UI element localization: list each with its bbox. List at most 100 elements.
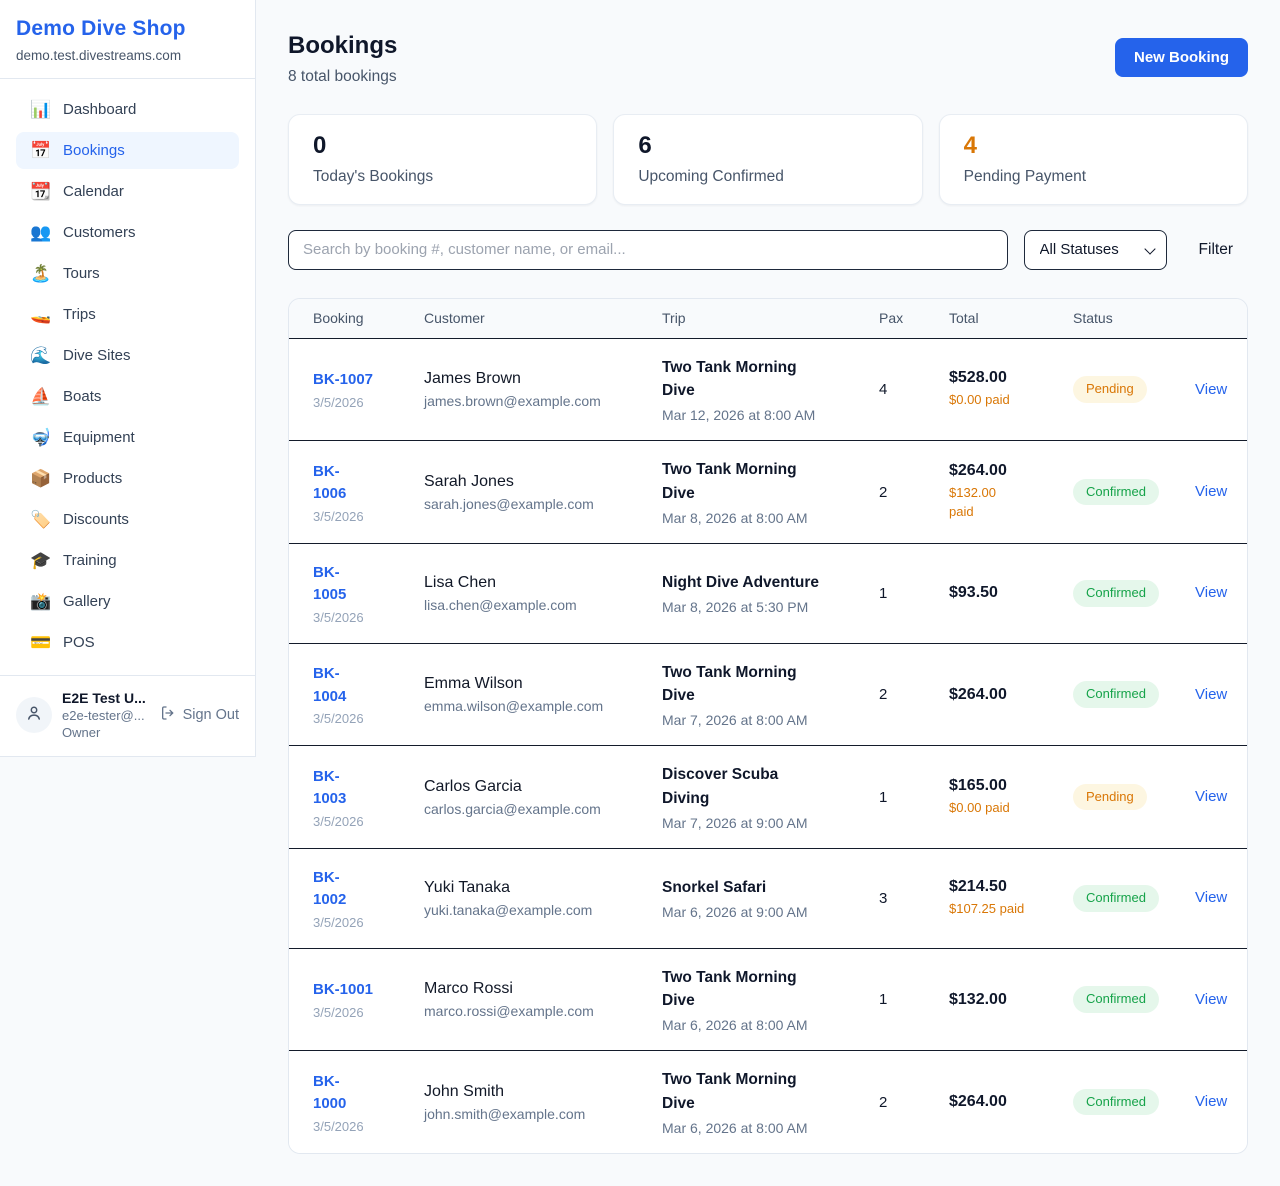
table-row: BK-1003 3/5/2026 Carlos Garcia carlos.ga… — [289, 746, 1247, 849]
trip-datetime: Mar 8, 2026 at 8:00 AM — [662, 509, 808, 526]
status-cell: Confirmed — [1073, 986, 1195, 1013]
new-booking-button[interactable]: New Booking — [1114, 38, 1248, 77]
search-input[interactable] — [288, 229, 1008, 270]
booking-date: 3/5/2026 — [313, 1118, 364, 1134]
status-badge: Confirmed — [1073, 884, 1159, 912]
view-link[interactable]: View — [1195, 380, 1228, 398]
status-cell: Confirmed — [1073, 478, 1195, 506]
view-link[interactable]: View — [1195, 889, 1228, 907]
booking-date: 3/5/2026 — [313, 711, 364, 727]
sidebar-item-icon: 🎓 — [30, 551, 52, 570]
brand-block: Demo Dive Shop demo.test.divestreams.com — [0, 0, 255, 79]
pax-value: 4 — [879, 381, 888, 399]
table-row: BK-1004 3/5/2026 Emma Wilson emma.wilson… — [289, 643, 1247, 747]
sidebar-item-products[interactable]: 📦 Products — [16, 460, 239, 497]
customer-name: Sarah Jones — [424, 472, 514, 490]
total-cell: $132.00 — [949, 991, 1073, 1009]
status-badge: Pending — [1073, 376, 1147, 403]
sidebar-item-calendar[interactable]: 📆 Calendar — [16, 173, 239, 210]
sidebar-item-dashboard[interactable]: 📊 Dashboard — [16, 91, 239, 128]
booking-cell: BK-1003 3/5/2026 — [313, 766, 424, 829]
booking-date: 3/5/2026 — [313, 609, 364, 625]
trip-name: Snorkel Safari — [662, 879, 767, 897]
customer-name: Emma Wilson — [424, 675, 523, 693]
booking-id-link[interactable]: BK-1006 — [313, 462, 347, 503]
sidebar-item-customers[interactable]: 👥 Customers — [16, 214, 239, 251]
booking-cell: BK-1001 3/5/2026 — [313, 979, 424, 1020]
sidebar-item-trips[interactable]: 🚤 Trips — [16, 296, 239, 333]
view-link[interactable]: View — [1195, 685, 1228, 703]
main-content: Bookings 8 total bookings New Booking 0 … — [256, 0, 1280, 1186]
page-title-block: Bookings 8 total bookings — [288, 32, 397, 86]
customer-name: John Smith — [424, 1082, 505, 1100]
brand-title: Demo Dive Shop — [16, 17, 186, 40]
status-select-wrap: All Statuses — [1023, 229, 1167, 270]
sidebar-nav: 📊 Dashboard 📅 Bookings 📆 Calendar 👥 Cust… — [0, 79, 255, 675]
booking-id-link[interactable]: BK-1007 — [313, 371, 374, 389]
col-header-customer: Customer — [424, 310, 485, 327]
customer-cell: Emma Wilson emma.wilson@example.com — [424, 675, 662, 714]
paid-amount: $0.00 paid — [949, 392, 1010, 408]
stat-card: 0 Today's Bookings — [288, 114, 598, 205]
sidebar-item-gallery[interactable]: 📸 Gallery — [16, 583, 239, 620]
stat-card: 4 Pending Payment — [938, 114, 1248, 205]
sidebar-item-equipment[interactable]: 🤿 Equipment — [16, 419, 239, 456]
customer-email: sarah.jones@example.com — [424, 495, 594, 512]
booking-id-link[interactable]: BK-1005 — [313, 563, 347, 604]
booking-cell: BK-1006 3/5/2026 — [313, 461, 424, 524]
pax-value: 1 — [879, 991, 888, 1009]
stat-value: 4 — [963, 132, 978, 159]
view-link[interactable]: View — [1195, 788, 1228, 806]
sidebar-item-label: Discounts — [63, 511, 129, 528]
total-amount: $264.00 — [949, 1093, 1007, 1111]
trip-datetime: Mar 6, 2026 at 8:00 AM — [662, 1017, 808, 1034]
booking-date: 3/5/2026 — [313, 1004, 364, 1020]
sidebar-item-label: Tours — [63, 265, 100, 282]
sidebar-item-icon: 📅 — [30, 141, 52, 160]
sidebar-item-pos[interactable]: 💳 POS — [16, 624, 239, 661]
status-badge: Confirmed — [1073, 986, 1159, 1013]
booking-cell: BK-1002 3/5/2026 — [313, 867, 424, 930]
avatar — [16, 697, 52, 733]
booking-id-link[interactable]: BK-1002 — [313, 868, 347, 909]
status-badge: Confirmed — [1073, 579, 1159, 607]
customer-email: carlos.garcia@example.com — [424, 800, 601, 817]
trip-name: Night Dive Adventure — [662, 574, 820, 592]
trip-name: Two Tank Morning Dive — [662, 1071, 797, 1112]
table-row: BK-1001 3/5/2026 Marco Rossi marco.rossi… — [289, 948, 1247, 1052]
sidebar-item-training[interactable]: 🎓 Training — [16, 542, 239, 579]
sidebar-item-icon: 🚤 — [30, 305, 52, 324]
sidebar-item-icon: ⛵ — [30, 387, 52, 406]
view-link[interactable]: View — [1195, 584, 1228, 602]
booking-id-link[interactable]: BK-1001 — [313, 981, 374, 999]
sidebar-item-label: Boats — [63, 388, 102, 405]
trip-cell: Night Dive Adventure Mar 8, 2026 at 5:30… — [662, 571, 879, 615]
filter-button[interactable]: Filter — [1184, 241, 1248, 259]
pax-value: 1 — [879, 584, 888, 602]
col-header-total: Total — [949, 310, 979, 327]
view-link[interactable]: View — [1195, 990, 1228, 1008]
trip-datetime: Mar 8, 2026 at 5:30 PM — [662, 599, 809, 616]
sidebar-item-bookings[interactable]: 📅 Bookings — [16, 132, 239, 169]
status-badge: Confirmed — [1073, 478, 1159, 506]
table-row: BK-1002 3/5/2026 Yuki Tanaka yuki.tanaka… — [289, 848, 1247, 949]
booking-id-link[interactable]: BK-1003 — [313, 767, 347, 808]
sign-out-button[interactable]: Sign Out — [160, 705, 239, 725]
customer-email: marco.rossi@example.com — [424, 1003, 594, 1020]
sidebar-item-boats[interactable]: ⛵ Boats — [16, 378, 239, 415]
bookings-table: Booking Customer Trip Pax Total Status B… — [288, 297, 1248, 1154]
stat-value: 6 — [638, 132, 652, 159]
sidebar-item-dive-sites[interactable]: 🌊 Dive Sites — [16, 337, 239, 374]
view-link[interactable]: View — [1195, 1093, 1228, 1111]
actions-cell: View — [1195, 889, 1227, 907]
sidebar-item-tours[interactable]: 🏝️ Tours — [16, 255, 239, 292]
status-filter-select[interactable]: All Statuses — [1023, 229, 1167, 270]
booking-id-link[interactable]: BK-1000 — [313, 1072, 347, 1113]
total-amount: $264.00 — [949, 685, 1007, 703]
sidebar-item-discounts[interactable]: 🏷️ Discounts — [16, 501, 239, 538]
booking-id-link[interactable]: BK-1004 — [313, 665, 347, 705]
status-cell: Pending — [1073, 783, 1195, 811]
view-link[interactable]: View — [1195, 483, 1228, 501]
sidebar-item-label: Trips — [63, 306, 96, 323]
